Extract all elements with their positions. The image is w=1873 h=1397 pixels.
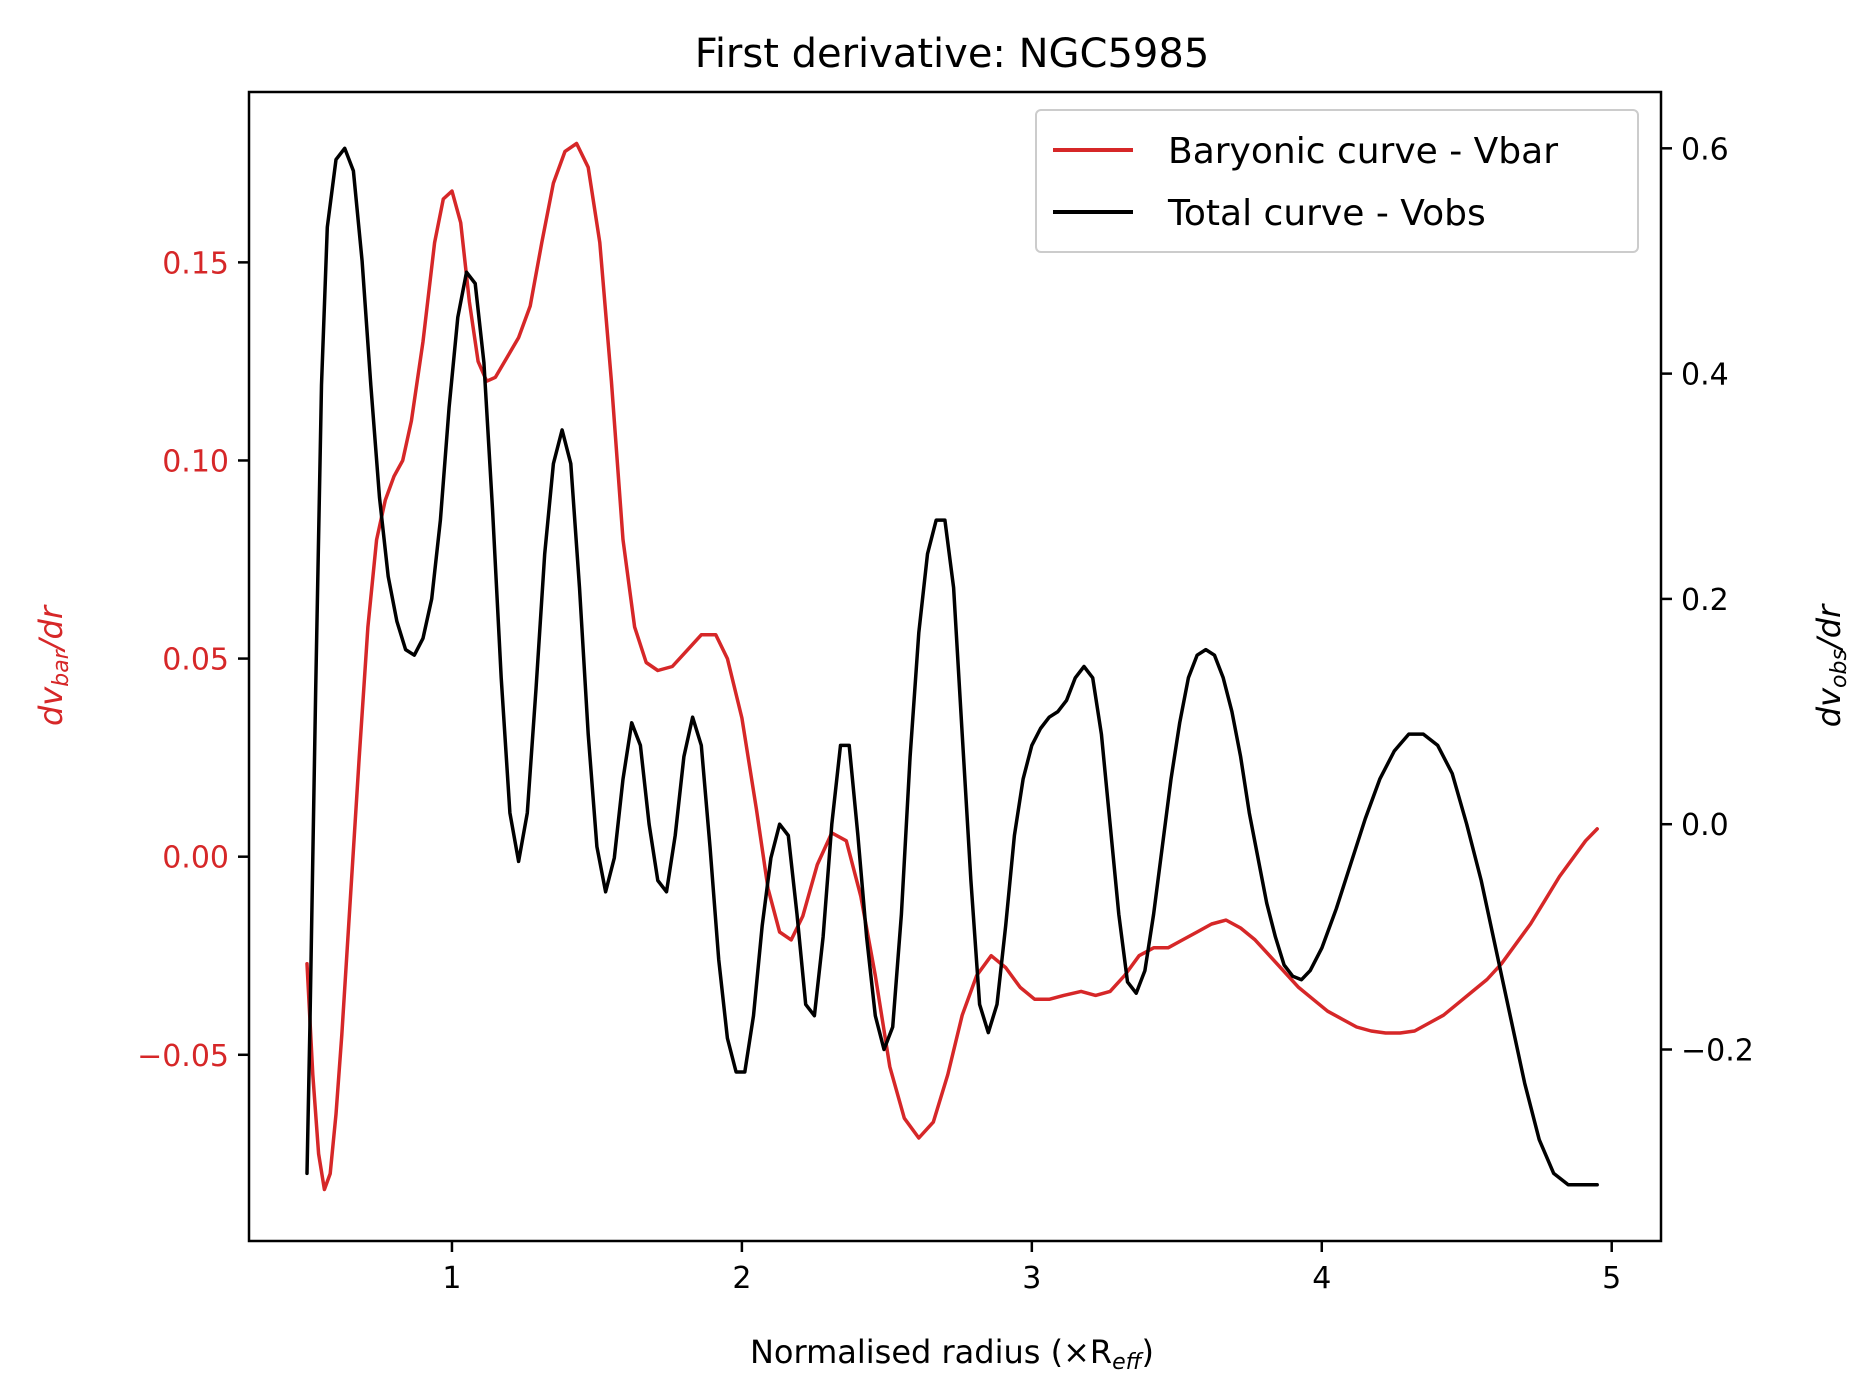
x-tick-label: 5: [1602, 1261, 1621, 1296]
x-axis-title-close: ): [1142, 1333, 1154, 1371]
x-tick-label: 3: [1022, 1261, 1041, 1296]
y-axis-right-title: dvobs/dr: [1810, 603, 1852, 727]
y-axis-right-ticks: −0.2 0.0 0.2 0.4 0.6: [1661, 132, 1754, 1069]
y-right-tick-label: 0.2: [1681, 583, 1729, 618]
legend-label-vbar: Baryonic curve - Vbar: [1168, 131, 1558, 172]
x-tick-label: 1: [442, 1261, 461, 1296]
legend: Baryonic curve - Vbar Total curve - Vobs: [1035, 109, 1639, 253]
y-left-tick-label: −0.05: [137, 1039, 229, 1074]
y-right-tick-label: 0.0: [1681, 808, 1729, 843]
legend-label-vobs: Total curve - Vobs: [1167, 193, 1486, 234]
y-right-tick-label: 0.4: [1681, 358, 1729, 393]
y-axis-left-title-suffix: /dr: [32, 604, 70, 653]
y-axis-left-title-sub: bar: [49, 648, 74, 686]
y-axis-right-title-suffix: /dr: [1810, 603, 1848, 652]
y-right-tick-label: 0.6: [1681, 132, 1729, 167]
y-axis-right-title-main: dv: [1810, 687, 1848, 727]
y-left-tick-label: 0.05: [162, 643, 229, 678]
series-line-vobs: [305, 146, 1599, 1187]
y-axis-right-title-sub: obs: [1827, 649, 1852, 688]
x-tick-label: 4: [1312, 1261, 1331, 1296]
x-axis-title-main: Normalised radius (×R: [750, 1333, 1112, 1371]
y-left-tick-label: 0.10: [162, 444, 229, 479]
x-axis-title-sub: eff: [1112, 1350, 1144, 1375]
plot-area-frame: [247, 90, 1663, 1243]
x-axis-ticks: 1 2 3 4 5: [442, 1241, 1621, 1296]
x-axis-title: Normalised radius (×Reff): [750, 1333, 1154, 1375]
y-left-tick-label: 0.00: [162, 841, 229, 876]
x-tick-label: 2: [732, 1261, 751, 1296]
y-right-tick-label: −0.2: [1681, 1034, 1754, 1069]
y-axis-left-ticks: −0.05 0.00 0.05 0.10 0.15: [137, 246, 249, 1074]
series-line-vbar: [305, 141, 1599, 1192]
y-axis-left-title-main: dv: [32, 686, 70, 726]
legend-box: [1035, 109, 1639, 253]
y-axis-left-title: dvbar/dr: [32, 604, 74, 726]
y-left-tick-label: 0.15: [162, 246, 229, 281]
chart-title: First derivative: NGC5985: [695, 31, 1210, 77]
series-layer: [305, 141, 1599, 1192]
